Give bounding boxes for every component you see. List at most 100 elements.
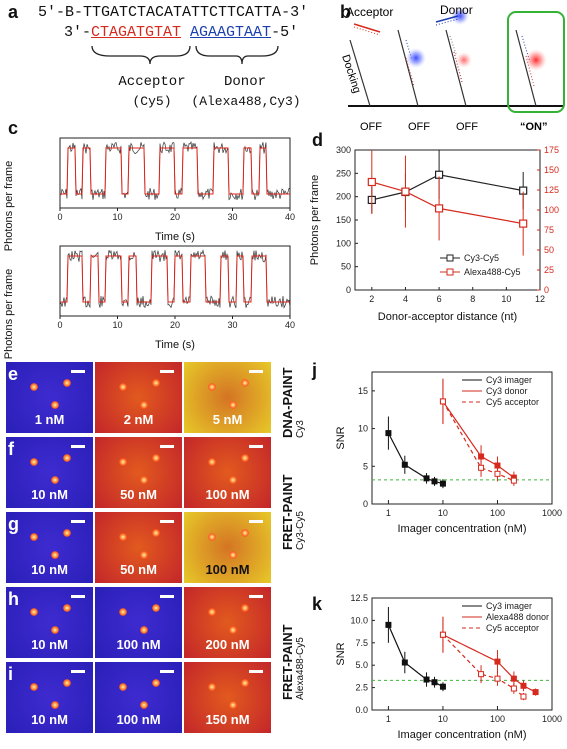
chart-k-point: [520, 693, 527, 700]
chart-d-ytick-right-label: 50: [544, 245, 554, 255]
chart-d-ytick-right-label: 75: [544, 225, 554, 235]
scale-bar: [249, 370, 263, 373]
fluorescent-spot: [207, 382, 216, 391]
panel-g-label: g: [8, 514, 19, 534]
chart-d-xtick-label: 8: [470, 294, 475, 304]
chart-k-legend-label: Cy5 acceptor: [486, 623, 539, 633]
fluorescent-spot: [228, 550, 237, 559]
concentration-label: 10 nM: [31, 487, 68, 502]
chart-d-ytick-right-label: 0: [544, 285, 549, 295]
state-1: OFF: [360, 121, 382, 133]
fluorescent-spot: [139, 400, 148, 409]
fluorescent-spot: [50, 475, 59, 484]
trace2-xlabel: Time (s): [155, 339, 195, 351]
chart-k-ytick-label: 5.0: [355, 660, 368, 670]
scale-bar: [160, 370, 174, 373]
chart-d-ylabel: Photons per frame: [309, 175, 321, 266]
micrograph-g-3: 100 nM: [184, 512, 271, 583]
chart-k-ytick-label: 0.0: [355, 705, 368, 715]
fluorescent-spot: [139, 475, 148, 484]
concentration-label: 200 nM: [205, 637, 250, 652]
chart-j-point: [478, 453, 485, 460]
micrograph-f-2: 50 nM: [95, 437, 182, 508]
chart-k-point: [494, 658, 501, 665]
group-title: DNA-PAINT: [280, 366, 295, 438]
fluorescent-spot: [50, 550, 59, 559]
chart-d-legend-marker: [446, 254, 454, 262]
fluorescent-spot: [118, 382, 127, 391]
chart-k-point: [439, 631, 446, 638]
micrograph-e-1: 1 nM: [6, 362, 93, 433]
chart-j-ytick-label: 10: [358, 424, 368, 434]
docking-label: Docking: [339, 53, 363, 95]
trace1-xlabel: Time (s): [155, 231, 195, 243]
micrograph-i-2: 100 nM: [95, 662, 182, 733]
fluorescent-spot: [151, 604, 160, 613]
chart-k-xtick-label: 1: [386, 714, 391, 724]
fluorescent-spot: [62, 679, 71, 688]
chart-j-xlabel: Imager concentration (nM): [398, 523, 527, 535]
panel-b-label: b: [340, 2, 351, 22]
fluorescent-spot: [207, 682, 216, 691]
scale-bar: [71, 520, 85, 523]
state-2: OFF: [408, 121, 430, 133]
chart-k-frame: [371, 597, 553, 711]
single-molecule-traces: Photons per frame Photons per frame Time…: [3, 137, 295, 359]
chart-k-point: [478, 671, 485, 678]
fluorescent-spot: [240, 379, 249, 388]
sequence-braces: [91, 45, 279, 65]
chart-d-xtick-label: 6: [437, 294, 442, 304]
micrograph-e-3: 5 nM: [184, 362, 271, 433]
chart-j-frame: [371, 371, 553, 505]
trace-fit: [60, 255, 290, 303]
fluorescent-spot: [240, 454, 249, 463]
chart-k-xtick-label: 100: [490, 714, 505, 724]
chart-k-point: [439, 683, 446, 690]
chart-j-point: [439, 398, 446, 405]
chart-d-ytick-right-label: 100: [544, 205, 559, 215]
fluorescent-spot: [151, 379, 160, 388]
chart-k-legend-label: Alexa488 donor: [486, 612, 549, 622]
concentration-label: 5 nM: [212, 412, 243, 427]
chart-k-series-line: [442, 634, 536, 693]
concentration-label: 100 nM: [205, 487, 250, 502]
chart-k-point: [510, 685, 517, 692]
fluorescent-spot: [62, 454, 71, 463]
chart-d-point: [367, 177, 376, 187]
fluorescent-spot: [240, 529, 249, 538]
concentration-label: 2 nM: [123, 412, 154, 427]
panel-d-label: d: [312, 130, 323, 150]
chart-d-ytick-label: 0: [346, 285, 351, 295]
scale-bar: [249, 670, 263, 673]
chart-k-point: [510, 675, 517, 682]
state-3: OFF: [456, 121, 478, 133]
fluorescent-spot: [240, 604, 249, 613]
fluorescent-spot: [118, 532, 127, 541]
chart-k-point: [431, 679, 438, 686]
concentration-label: 100 nM: [116, 637, 161, 652]
micrograph-g-2: 50 nM: [95, 512, 182, 583]
fluorescent-spot: [151, 454, 160, 463]
micrograph-i-1: 10 nM: [6, 662, 93, 733]
chart-j: 1 10 100 1000 0 5 10 15 SNR Imager concentration …: [335, 371, 562, 535]
chart-j-point: [423, 475, 430, 482]
state-on: “ON”: [520, 121, 548, 133]
top-strand-prefix: 5′-B-: [38, 4, 84, 21]
chart-d-ytick-label: 50: [341, 262, 351, 272]
chart-j-point: [494, 470, 501, 477]
fluorescent-spot: [29, 532, 38, 541]
chart-j-series-line: [442, 401, 515, 482]
trace-tick-label: 20: [170, 212, 180, 222]
concentration-label: 1 nM: [34, 412, 65, 427]
bottom-strand-suffix: -5′: [271, 24, 299, 41]
chart-d-ytick-right-label: 175: [544, 145, 559, 155]
micrograph-h-1: 10 nM: [6, 587, 93, 658]
chart-k-point: [494, 675, 501, 682]
chart-d-xtick-label: 10: [501, 294, 511, 304]
acceptor-sequence: CTAGATGTAT: [91, 24, 182, 41]
chart-k-ytick-label: 12.5: [350, 593, 368, 603]
microscopy-grid: 1 nM 2 nM 5 nM e 10 nM 50 nM 100 nM f 10 nM 50 nM…: [0, 360, 300, 748]
chart-d-xlabel: Donor-acceptor distance (nt): [378, 311, 517, 323]
donor-sequence: AGAAGTAAT: [190, 24, 272, 41]
donor-dye: (Alexa488,Cy3): [191, 94, 301, 109]
